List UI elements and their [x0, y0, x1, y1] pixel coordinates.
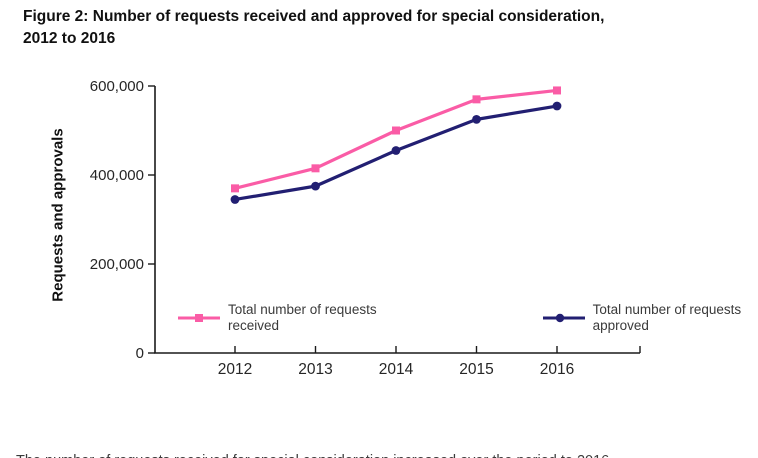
y-tick-label: 600,000: [90, 78, 144, 95]
y-tick-label: 200,000: [90, 256, 144, 273]
data-point-approved: [552, 101, 562, 111]
x-tick-label: 2012: [218, 361, 252, 378]
legend-line-square-icon: [178, 314, 220, 322]
legend-label-received: Total number of requests received: [228, 302, 377, 334]
legend-label-received-line2: received: [228, 318, 280, 333]
data-point-approved: [311, 181, 320, 191]
y-tick-label: 0: [136, 345, 144, 362]
figure-title-line1: Figure 2: Number of requests received an…: [23, 8, 605, 25]
x-tick-label: 2013: [298, 361, 332, 378]
series-line-received: [233, 88, 559, 190]
cut-off-paragraph-text: The number of requests received for spec…: [16, 452, 736, 458]
figure-title-line2: 2012 to 2016: [23, 30, 116, 47]
legend-entry-approved: Total number of requests approved: [542, 302, 742, 334]
legend-entry-received: Total number of requests received: [178, 302, 377, 334]
figure-title: Figure 2: Number of requests received an…: [23, 6, 743, 50]
chart-legend: Total number of requests received Total …: [178, 302, 741, 334]
data-point-approved: [472, 114, 481, 124]
data-point-received: [311, 164, 320, 173]
data-point-received: [472, 95, 481, 104]
x-tick-label: 2016: [540, 361, 574, 378]
legend-label-received-line1: Total number of requests: [228, 302, 377, 317]
y-tick-label: 400,000: [90, 167, 144, 184]
x-tick-label: 2014: [379, 361, 414, 378]
data-point-approved: [230, 195, 240, 204]
data-point-received: [392, 126, 400, 135]
data-point-approved: [391, 146, 401, 155]
data-point-received: [231, 184, 239, 193]
legend-label-approved-line2: approved: [592, 318, 649, 333]
data-point-received: [553, 86, 561, 95]
legend-label-approved: Total number of requests approved: [593, 302, 742, 334]
x-tick-label: 2015: [459, 361, 493, 378]
cut-off-paragraph: The number of requests received for spec…: [16, 452, 736, 458]
legend-line-circle-icon: [542, 313, 585, 323]
legend-label-approved-line1: Total number of requests: [592, 302, 742, 317]
